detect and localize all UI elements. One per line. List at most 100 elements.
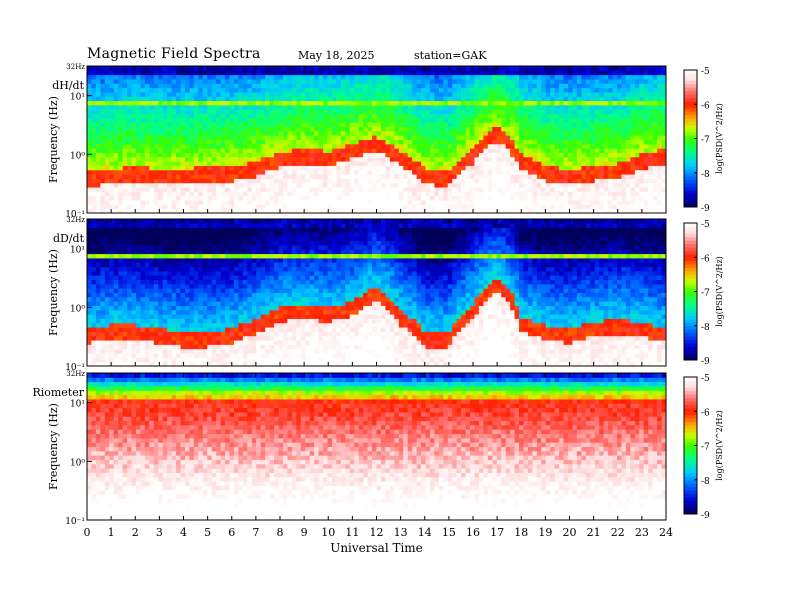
spectrogram-cell	[202, 139, 208, 145]
spectrogram-cell	[492, 178, 498, 184]
spectrogram-cell	[407, 139, 413, 145]
spectrogram-cell	[612, 91, 618, 97]
spectrogram-cell	[95, 292, 101, 298]
spectrogram-cell	[95, 66, 101, 71]
spectrogram-cell	[661, 83, 667, 89]
spectrogram-cell	[661, 70, 667, 76]
colorbar-cell	[684, 97, 697, 102]
spectrogram-cell	[282, 174, 288, 179]
spectrogram-cell	[630, 117, 636, 123]
spectrogram-cell	[536, 182, 542, 188]
spectrogram-cell	[496, 135, 502, 140]
spectrogram-cell	[247, 169, 253, 175]
spectrogram-cell	[603, 165, 609, 171]
spectrogram-cell	[118, 74, 124, 80]
spectrogram-cell	[554, 165, 560, 171]
spectrogram-cell	[403, 174, 409, 179]
spectrogram-cell	[113, 314, 119, 319]
spectrogram-cell	[550, 87, 556, 93]
spectrogram-cell	[300, 152, 306, 158]
spectrogram-cell	[585, 191, 591, 197]
spectrogram-cell	[349, 204, 355, 210]
spectrogram-cell	[358, 182, 364, 188]
spectrogram-cell	[470, 96, 475, 102]
spectrogram-cell	[162, 78, 168, 84]
spectrogram-cell	[447, 91, 453, 97]
spectrogram-cell	[599, 113, 605, 119]
spectrogram-cell	[278, 204, 284, 210]
spectrogram-cell	[127, 301, 133, 306]
spectrogram-cell	[144, 143, 150, 149]
spectrogram-cell	[184, 96, 190, 102]
spectrogram-cell	[171, 83, 177, 89]
spectrogram-cell	[398, 200, 404, 205]
spectrogram-cell	[661, 204, 667, 210]
spectrogram-cell	[630, 161, 636, 166]
spectrogram-cell	[189, 91, 195, 97]
spectrogram-cell	[438, 169, 444, 175]
spectrogram-cell	[492, 87, 498, 93]
spectrogram-cell	[478, 96, 484, 102]
spectrogram-cell	[429, 104, 435, 110]
spectrogram-cell	[354, 83, 360, 89]
spectrogram-cell	[367, 187, 373, 192]
spectrogram-cell	[585, 143, 591, 149]
spectrogram-cell	[648, 169, 654, 175]
spectrogram-cell	[594, 126, 600, 132]
spectrogram-cell	[118, 148, 124, 153]
spectrogram-cell	[657, 74, 663, 80]
spectrogram-cell	[127, 266, 133, 272]
spectrogram-cell	[144, 78, 150, 84]
spectrogram-cell	[550, 135, 556, 140]
spectrogram-cell	[131, 169, 137, 175]
spectrogram-cell	[144, 117, 150, 123]
spectrogram-cell	[661, 152, 667, 158]
spectrogram-cell	[345, 178, 351, 184]
spectrogram-cell	[247, 100, 253, 106]
spectrogram-cell	[358, 135, 364, 140]
spectrogram-cell	[487, 208, 493, 214]
spectrogram-cell	[345, 96, 351, 102]
spectrogram-cell	[349, 156, 355, 162]
spectrogram-cell	[100, 87, 106, 93]
spectrogram-cell	[510, 139, 516, 145]
spectrogram-cell	[171, 187, 177, 192]
spectrogram-cell	[608, 200, 614, 205]
spectrogram-cell	[510, 178, 516, 184]
spectrogram-cell	[180, 187, 186, 192]
spectrogram-cell	[300, 200, 306, 205]
spectrogram-cell	[465, 156, 471, 162]
spectrogram-cell	[323, 91, 328, 97]
spectrogram-cell	[278, 195, 284, 201]
spectrogram-cell	[100, 262, 106, 268]
spectrogram-cell	[229, 78, 235, 84]
spectrogram-cell	[554, 191, 560, 197]
spectrogram-cell	[269, 70, 275, 76]
spectrogram-cell	[305, 156, 311, 162]
spectrogram-cell	[617, 96, 622, 102]
spectrogram-cell	[118, 70, 124, 76]
spectrogram-cell	[95, 208, 101, 214]
spectrogram-cell	[109, 249, 115, 255]
spectrogram-cell	[648, 143, 654, 149]
spectrogram-cell	[568, 126, 573, 132]
spectrogram-cell	[113, 91, 119, 97]
spectrogram-cell	[648, 130, 654, 136]
spectrogram-cell	[127, 122, 133, 128]
spectrogram-cell	[505, 200, 511, 205]
spectrogram-cell	[113, 283, 119, 289]
spectrogram-cell	[634, 169, 640, 175]
spectrogram-cell	[127, 143, 133, 149]
spectrogram-cell	[648, 113, 654, 119]
spectrogram-cell	[171, 100, 177, 106]
spectrogram-cell	[104, 318, 110, 324]
spectrogram-cell	[282, 130, 288, 136]
spectrogram-cell	[648, 109, 654, 115]
spectrogram-cell	[87, 178, 92, 184]
spectrogram-cell	[376, 178, 382, 184]
spectrogram-cell	[581, 135, 587, 140]
spectrogram-cell	[184, 148, 190, 153]
spectrogram-cell	[260, 169, 266, 175]
spectrogram-cell	[274, 148, 280, 153]
spectrogram-cell	[131, 353, 137, 358]
